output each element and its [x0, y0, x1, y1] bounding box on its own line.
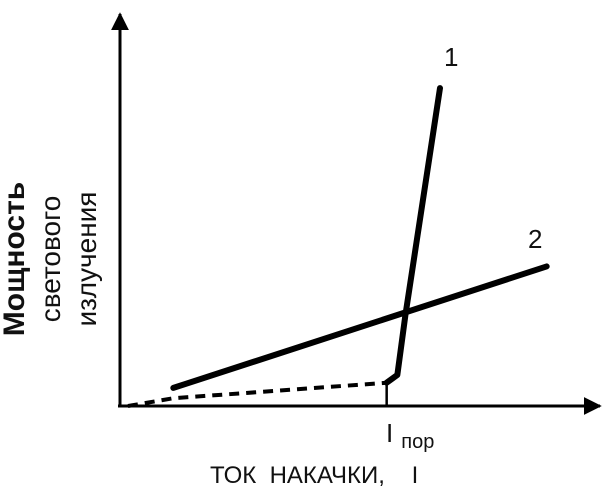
series-label-1: 1 [444, 42, 459, 72]
threshold-label-main: I [386, 418, 394, 448]
y-axis-label-line-2: светового излучения [35, 191, 102, 327]
y-axis-label-line-1: Мощность [0, 181, 31, 337]
series-layer [127, 85, 550, 408]
series-1-dashed-line [127, 380, 387, 408]
x-axis-label: ТОК НАКАЧКИ, I [210, 462, 419, 489]
series-label-2: 2 [528, 224, 543, 254]
series-2-solid-line [170, 263, 550, 391]
series-1-solid-line [383, 85, 443, 386]
threshold-label-subscript: пор [401, 431, 435, 453]
y-axis-label: Мощность светового излучения [0, 144, 105, 374]
